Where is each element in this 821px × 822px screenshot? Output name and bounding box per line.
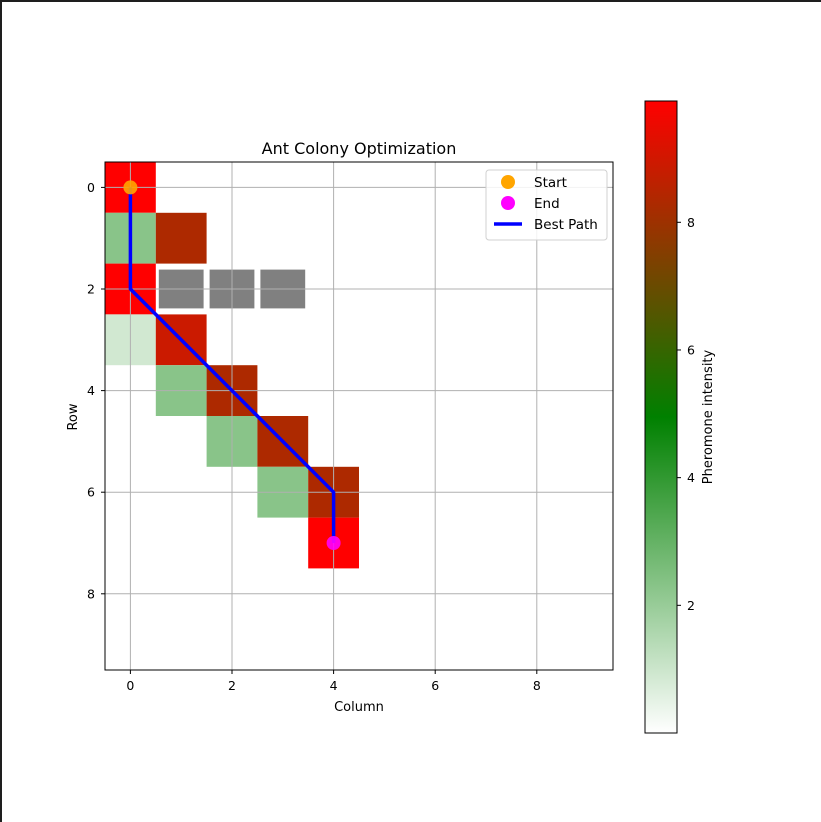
- colorbar-tick-label: 8: [687, 215, 695, 230]
- pheromone-cell: [155, 212, 207, 264]
- y-tick-label: 0: [87, 180, 95, 195]
- y-tick-label: 6: [87, 485, 95, 500]
- colorbar-label: Pheromone intensity: [701, 349, 716, 484]
- colorbar-tick-label: 6: [687, 342, 695, 357]
- x-tick-label: 4: [330, 678, 338, 693]
- chart-title: Ant Colony Optimization: [262, 139, 457, 158]
- legend-marker-start: [501, 175, 515, 189]
- x-tick-label: 0: [126, 678, 134, 693]
- y-tick-label: 2: [87, 282, 95, 297]
- legend: Start End Best Path: [485, 169, 608, 241]
- x-axis-label: Column: [334, 700, 384, 715]
- end-marker: [326, 536, 341, 550]
- axes-frame: [104, 161, 614, 671]
- plot-area: 0 2 4 6 8 0 2 4 6 8: [87, 161, 614, 693]
- y-axis-label: Row: [66, 403, 81, 430]
- legend-marker-end: [501, 196, 515, 210]
- x-tick-label: 2: [228, 678, 236, 693]
- best-path-line: [128, 187, 336, 543]
- colorbar: 2 4 6 8: [644, 100, 695, 734]
- x-tick-label: 8: [533, 678, 541, 693]
- colorbar-tick-label: 2: [687, 598, 695, 613]
- legend-label: End: [534, 196, 560, 212]
- start-marker: [123, 180, 138, 195]
- y-tick-label: 4: [87, 383, 95, 398]
- x-tick-label: 6: [431, 678, 439, 693]
- colorbar-gradient: [644, 100, 678, 734]
- legend-label: Best Path: [534, 217, 598, 233]
- legend-label: Start: [534, 175, 567, 191]
- y-tick-label: 8: [87, 586, 95, 601]
- colorbar-tick-label: 4: [687, 470, 695, 485]
